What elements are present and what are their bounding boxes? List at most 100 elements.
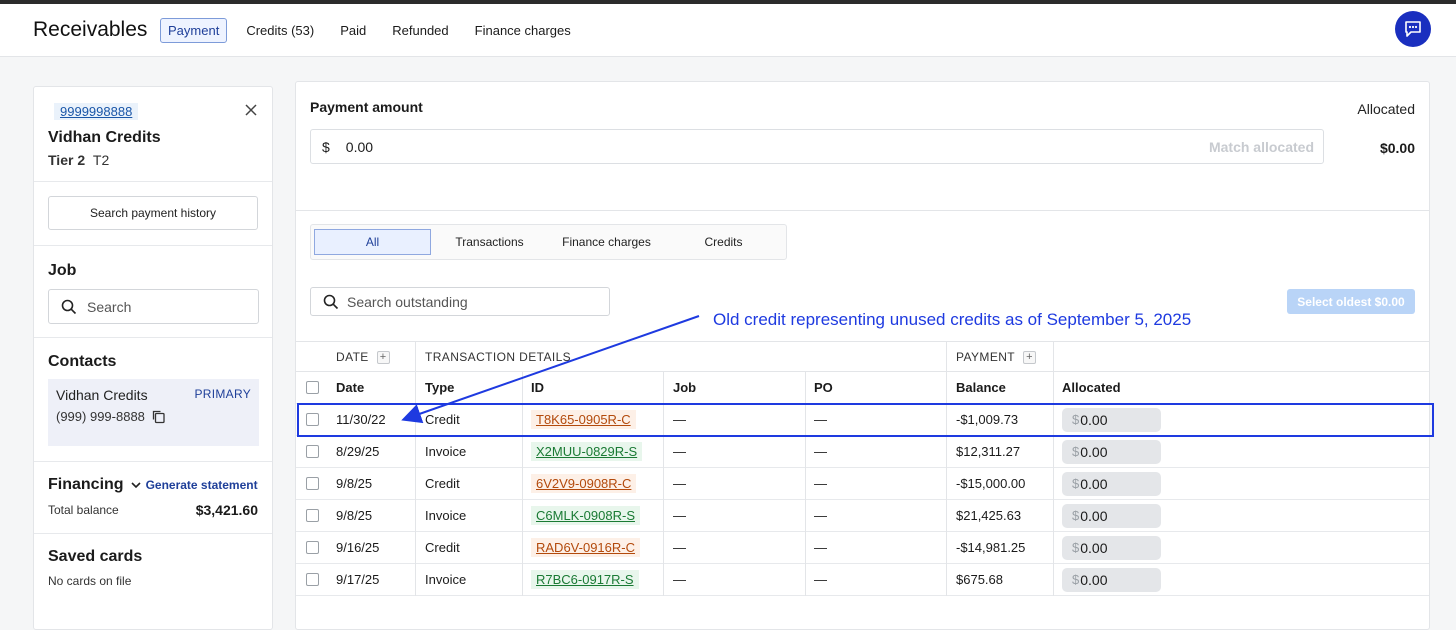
- col-type[interactable]: Type: [425, 380, 455, 395]
- job-heading: Job: [48, 262, 77, 279]
- customer-tier: Tier 2 T2: [48, 152, 258, 168]
- row-po: —: [814, 508, 827, 523]
- search-payment-history-button[interactable]: Search payment history: [48, 196, 258, 230]
- primary-badge: PRIMARY: [194, 387, 251, 401]
- row-checkbox[interactable]: [306, 541, 319, 554]
- chat-button[interactable]: [1395, 11, 1431, 47]
- filter-transactions[interactable]: Transactions: [455, 235, 524, 249]
- row-job: —: [673, 572, 686, 587]
- transaction-id-link[interactable]: X2MUU-0829R-S: [531, 442, 643, 461]
- plus-icon[interactable]: +: [1023, 350, 1037, 364]
- allocated-input-value: 0.00: [1080, 571, 1108, 588]
- col-divider: [663, 372, 664, 596]
- chevron-down-icon[interactable]: [130, 479, 142, 491]
- allocated-input[interactable]: $0.00: [1062, 407, 1161, 432]
- close-icon[interactable]: [244, 103, 258, 117]
- currency-symbol: $: [322, 138, 330, 155]
- search-icon: [323, 294, 339, 309]
- customer-sidebar: 9999998888 Vidhan Credits Tier 2 T2 Sear…: [33, 86, 273, 630]
- allocated-input[interactable]: $0.00: [1062, 535, 1161, 560]
- generate-statement-link[interactable]: Generate statement: [145, 478, 258, 492]
- match-allocated-button[interactable]: Match allocated: [1208, 139, 1314, 155]
- transaction-id-link[interactable]: R7BC6-0917R-S: [531, 570, 639, 589]
- financing-heading: Financing: [48, 476, 124, 493]
- row-type: Credit: [425, 540, 460, 555]
- allocated-input-value: 0.00: [1080, 443, 1108, 460]
- group-payment-label: PAYMENT: [956, 350, 1016, 364]
- row-checkbox[interactable]: [306, 413, 319, 426]
- saved-cards-section: Saved cards No cards on file: [34, 534, 272, 602]
- allocated-input[interactable]: $0.00: [1062, 439, 1161, 464]
- filter-all[interactable]: All: [314, 229, 431, 255]
- col-divider: [1053, 372, 1054, 596]
- allocated-input-value: 0.00: [1080, 539, 1108, 556]
- row-date: 8/29/25: [336, 444, 380, 459]
- top-stripe: [0, 0, 1456, 4]
- allocated-input[interactable]: $0.00: [1062, 567, 1161, 592]
- allocated-input[interactable]: $0.00: [1062, 471, 1161, 496]
- plus-icon[interactable]: +: [376, 350, 390, 364]
- select-oldest-button[interactable]: Select oldest $0.00: [1287, 289, 1415, 314]
- job-search-input[interactable]: Search: [48, 289, 259, 324]
- search-outstanding-input[interactable]: Search outstanding: [310, 287, 610, 316]
- copy-icon[interactable]: [151, 409, 166, 424]
- divider: [296, 210, 1429, 211]
- row-type: Invoice: [425, 444, 467, 459]
- row-type: Credit: [425, 412, 460, 427]
- allocated-input[interactable]: $0.00: [1062, 503, 1161, 528]
- row-checkbox[interactable]: [306, 509, 319, 522]
- select-all-checkbox[interactable]: [306, 381, 319, 394]
- transaction-id-link[interactable]: C6MLK-0908R-S: [531, 506, 640, 525]
- allocated-currency: $: [1072, 508, 1080, 523]
- table-row[interactable]: 8/29/25 Invoice X2MUU-0829R-S — — $12,311.27 $…: [296, 436, 1429, 468]
- table-row[interactable]: 9/8/25 Invoice C6MLK-0908R-S — — $21,425.63 $0…: [296, 500, 1429, 532]
- col-allocated[interactable]: Allocated: [1062, 380, 1121, 395]
- payment-amount-input[interactable]: $ 0.00 Match allocated: [310, 129, 1324, 164]
- contact-phone-number: (999) 999-8888: [56, 409, 145, 424]
- tab-credits[interactable]: Credits (53): [246, 23, 315, 38]
- row-checkbox[interactable]: [306, 477, 319, 490]
- col-balance[interactable]: Balance: [956, 380, 1006, 395]
- col-po[interactable]: PO: [814, 380, 833, 395]
- row-checkbox[interactable]: [306, 573, 319, 586]
- tab-finance-charges[interactable]: Finance charges: [474, 23, 571, 38]
- col-date[interactable]: Date: [336, 380, 365, 395]
- col-divider: [946, 372, 947, 596]
- tab-paid[interactable]: Paid: [340, 23, 367, 38]
- transaction-id-link[interactable]: 6V2V9-0908R-C: [531, 474, 637, 493]
- annotation-text: Old credit representing unused credits a…: [713, 310, 1192, 329]
- row-type: Credit: [425, 476, 460, 491]
- filter-credits[interactable]: Credits: [704, 235, 743, 249]
- transaction-id-link[interactable]: T8K65-0905R-C: [531, 410, 636, 429]
- saved-cards-empty: No cards on file: [48, 574, 132, 588]
- table-row[interactable]: 9/16/25 Credit RAD6V-0916R-C — — -$14,981.25 $…: [296, 532, 1429, 564]
- col-divider: [415, 372, 416, 596]
- contacts-heading: Contacts: [48, 353, 117, 370]
- contacts-section: Contacts Vidhan Credits PRIMARY (999) 99…: [34, 338, 272, 462]
- total-balance-value: $3,421.60: [195, 502, 258, 518]
- table-row[interactable]: 9/17/25 Invoice R7BC6-0917R-S — — $675.68 $0.0…: [296, 564, 1429, 596]
- account-number-link[interactable]: 9999998888: [54, 103, 139, 120]
- col-id[interactable]: ID: [531, 380, 544, 395]
- tab-payment[interactable]: Payment: [160, 18, 228, 43]
- tab-refunded[interactable]: Refunded: [392, 23, 449, 38]
- saved-cards-heading: Saved cards: [48, 548, 143, 565]
- col-divider: [805, 372, 806, 596]
- financing-section: Financing Generate statement Total balan…: [34, 462, 272, 534]
- table-row[interactable]: 9/8/25 Credit 6V2V9-0908R-C — — -$15,000.00 $0…: [296, 468, 1429, 500]
- row-date: 11/30/22: [336, 412, 386, 427]
- contact-card[interactable]: Vidhan Credits PRIMARY (999) 999-8888: [48, 379, 259, 446]
- row-date: 9/16/25: [336, 540, 380, 555]
- transaction-id-link[interactable]: RAD6V-0916R-C: [531, 538, 640, 557]
- row-job: —: [673, 444, 686, 459]
- row-checkbox[interactable]: [306, 445, 319, 458]
- col-job[interactable]: Job: [673, 380, 697, 395]
- row-balance: $21,425.63: [956, 508, 1022, 523]
- row-balance: $675.68: [956, 572, 1003, 587]
- row-po: —: [814, 476, 827, 491]
- row-balance: -$14,981.25: [956, 540, 1026, 555]
- allocated-label: Allocated: [1357, 101, 1415, 117]
- filter-finance-charges[interactable]: Finance charges: [562, 235, 651, 249]
- table-row[interactable]: 11/30/22 Credit T8K65-0905R-C — — -$1,009.73 $…: [296, 404, 1429, 436]
- allocated-input-value: 0.00: [1080, 411, 1108, 428]
